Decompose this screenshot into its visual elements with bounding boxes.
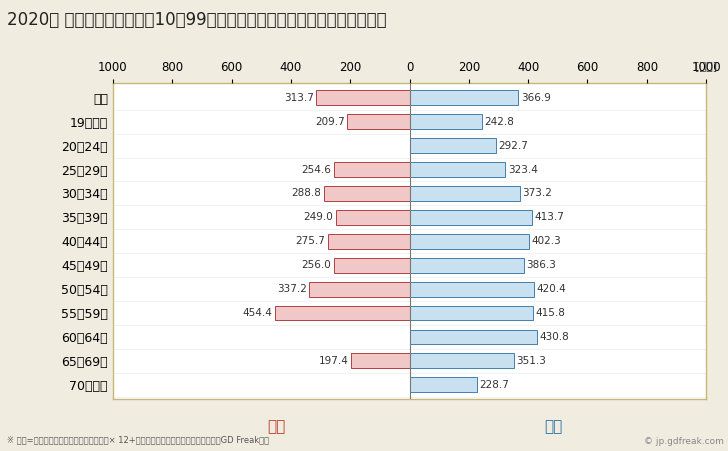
Text: 413.7: 413.7 [534, 212, 564, 222]
Bar [409, 258, 524, 272]
Bar [333, 258, 409, 272]
Bar [409, 210, 532, 225]
Text: 351.3: 351.3 [516, 356, 546, 366]
Text: 女性: 女性 [267, 419, 286, 434]
Bar [351, 354, 409, 368]
Bar [409, 330, 537, 345]
Text: 366.9: 366.9 [521, 93, 550, 103]
Text: [万円]: [万円] [695, 61, 717, 71]
Text: 313.7: 313.7 [284, 93, 314, 103]
Text: © jp.gdfreak.com: © jp.gdfreak.com [644, 437, 724, 446]
Bar [336, 210, 409, 225]
Bar [409, 162, 505, 177]
Bar [409, 354, 514, 368]
Bar [409, 282, 534, 297]
Bar [328, 234, 409, 249]
Text: 197.4: 197.4 [319, 356, 349, 366]
Bar [274, 306, 409, 321]
Text: 209.7: 209.7 [315, 117, 345, 127]
Text: 420.4: 420.4 [537, 284, 566, 294]
Text: 337.2: 337.2 [277, 284, 307, 294]
Bar [334, 162, 409, 177]
Bar [324, 186, 409, 201]
Text: 256.0: 256.0 [301, 260, 331, 270]
Text: ※ 年収=「きまって支給する現金給与額」× 12+「年間賞与その他特別給与額」としてGD Freak推計: ※ 年収=「きまって支給する現金給与額」× 12+「年間賞与その他特別給与額」と… [7, 435, 269, 444]
Text: 275.7: 275.7 [296, 236, 325, 246]
Bar [409, 114, 481, 129]
Text: 228.7: 228.7 [480, 380, 510, 390]
Text: 242.8: 242.8 [484, 117, 514, 127]
Bar [409, 306, 533, 321]
Bar [409, 186, 521, 201]
Bar [409, 138, 496, 153]
Text: 254.6: 254.6 [301, 165, 331, 175]
Bar [317, 90, 409, 105]
Bar [409, 377, 478, 392]
Text: 415.8: 415.8 [535, 308, 565, 318]
Text: 2020年 民間企業（従業者数10～99人）フルタイム労働者の男女別平均年収: 2020年 民間企業（従業者数10～99人）フルタイム労働者の男女別平均年収 [7, 11, 387, 29]
Text: 249.0: 249.0 [304, 212, 333, 222]
Text: 402.3: 402.3 [531, 236, 561, 246]
Text: 292.7: 292.7 [499, 141, 529, 151]
Text: 男性: 男性 [544, 419, 563, 434]
Bar [309, 282, 409, 297]
Bar [409, 90, 518, 105]
Text: 454.4: 454.4 [242, 308, 272, 318]
Text: 430.8: 430.8 [539, 332, 569, 342]
Text: 288.8: 288.8 [292, 189, 322, 198]
Text: 323.4: 323.4 [508, 165, 538, 175]
Bar [409, 234, 529, 249]
Text: 386.3: 386.3 [526, 260, 556, 270]
Bar [347, 114, 409, 129]
Text: 373.2: 373.2 [523, 189, 553, 198]
